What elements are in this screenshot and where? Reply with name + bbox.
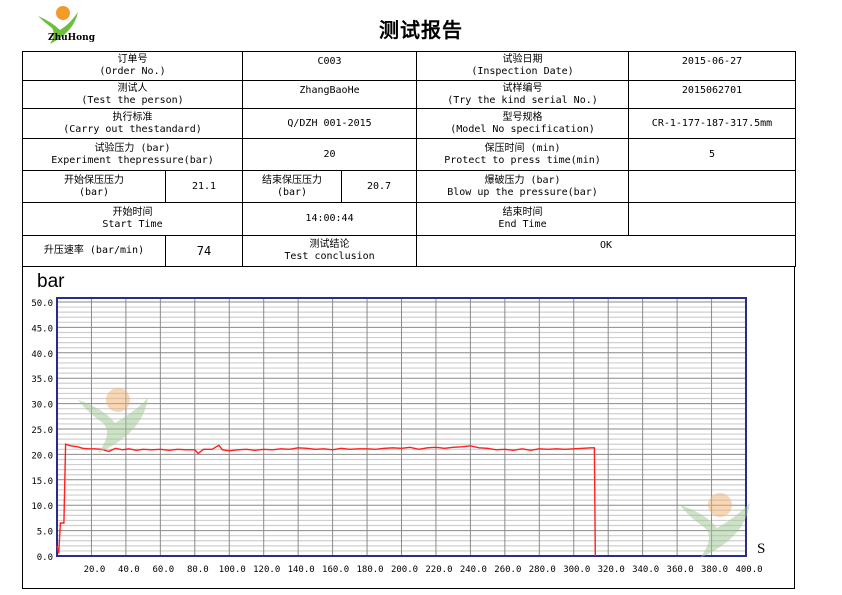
x-tick-label: 400.0 <box>735 565 762 575</box>
y-tick-label: 5.0 <box>37 528 53 538</box>
watermark-logo <box>680 493 750 558</box>
x-tick-label: 320.0 <box>598 565 625 575</box>
serial-value: 2015062701 <box>628 80 797 109</box>
start-time-value: 14:00:44 <box>242 202 418 236</box>
x-tick-label: 300.0 <box>563 565 590 575</box>
x-tick-label: 380.0 <box>701 565 728 575</box>
x-tick-label: 80.0 <box>187 565 209 575</box>
x-tick-label: 20.0 <box>84 565 106 575</box>
y-tick-label: 20.0 <box>31 451 53 461</box>
hold-time-label: 保压时间 (min) Protect to press time(min) <box>416 138 630 171</box>
y-tick-label: 10.0 <box>31 502 53 512</box>
y-tick-label: 50.0 <box>31 299 53 309</box>
x-tick-label: 140.0 <box>288 565 315 575</box>
test-pressure-value: 20 <box>242 138 418 171</box>
y-tick-label: 45.0 <box>31 324 53 334</box>
chart-frame <box>22 266 795 589</box>
zhuhong-logo <box>38 6 78 44</box>
tester-label: 测试人 (Test the person) <box>21 80 244 109</box>
y-tick-label: 30.0 <box>31 401 53 411</box>
y-tick-label: 40.0 <box>31 350 53 360</box>
y-tick-label: 15.0 <box>31 477 53 487</box>
y-tick-label: 35.0 <box>31 375 53 385</box>
y-tick-label: 0.0 <box>37 553 53 563</box>
x-tick-label: 100.0 <box>219 565 246 575</box>
x-tick-label: 160.0 <box>322 565 349 575</box>
rate-label: 升压速率 (bar/min) <box>22 235 166 267</box>
watermark-logo <box>78 388 148 453</box>
order-no-label: 订单号 (Order No.) <box>21 51 244 81</box>
x-tick-label: 240.0 <box>460 565 487 575</box>
page-title: 测试报告 <box>379 18 463 42</box>
conclusion-label: 测试结论 Test conclusion <box>242 235 418 267</box>
x-tick-label: 260.0 <box>494 565 521 575</box>
conclusion-value: OK <box>416 235 797 267</box>
x-tick-label: 200.0 <box>391 565 418 575</box>
x-tick-label: 220.0 <box>425 565 452 575</box>
pressure-series-line <box>56 443 596 557</box>
x-tick-label: 40.0 <box>118 565 140 575</box>
y-tick-label: 25.0 <box>31 426 53 436</box>
x-tick-label: 60.0 <box>153 565 175 575</box>
x-tick-label: 180.0 <box>357 565 384 575</box>
end-time-label: 结束时间 End Time <box>416 202 630 236</box>
x-tick-label: 360.0 <box>667 565 694 575</box>
rate-value: 74 <box>164 235 244 267</box>
test-pressure-label: 试验压力 (bar) Experiment thepressure(bar) <box>21 138 244 171</box>
serial-label: 试样编号 (Try the kind serial No.) <box>416 80 630 109</box>
x-tick-label: 340.0 <box>632 565 659 575</box>
standard-value: Q/DZH 001-2015 <box>242 108 418 139</box>
plot-border <box>56 297 747 557</box>
x-tick-label: 120.0 <box>253 565 280 575</box>
x-tick-label: 280.0 <box>529 565 556 575</box>
logo-text: ZhuHong <box>48 33 95 43</box>
model-label: 型号规格 (Model No specification) <box>416 108 630 139</box>
report-table: 订单号 (Order No.) C003 试验日期 (Inspection Date… <box>21 51 797 267</box>
y-axis-unit: bar <box>37 271 65 292</box>
x-axis-unit: S <box>757 541 766 557</box>
end-time-value <box>628 202 797 236</box>
